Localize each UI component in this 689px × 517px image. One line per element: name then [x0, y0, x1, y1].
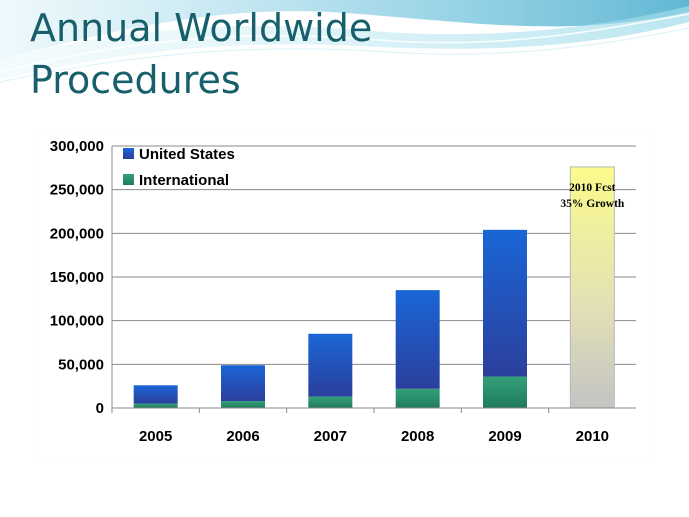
forecast-label-line-2: 35% Growth	[560, 198, 625, 210]
legend-swatch-international	[123, 174, 134, 185]
header-wave-top	[0, 0, 689, 60]
x-tick-label-2010: 2010	[576, 428, 609, 445]
slide-title-line-2: Procedures	[30, 58, 241, 102]
bar-international-2007	[308, 396, 353, 408]
bar-international-2009	[483, 376, 527, 408]
x-tick-label-2008: 2008	[401, 428, 434, 445]
y-tick-label-300000: 300,000	[50, 138, 104, 155]
bar-chart: 2010 Fcst 35% Growth 0 50,000 100,000 150,00…	[50, 138, 636, 445]
y-tick-label-0: 0	[96, 400, 104, 417]
bar-international-2005	[133, 403, 178, 408]
y-tick-label-200000: 200,000	[50, 225, 104, 242]
bar-united-states-2006	[221, 365, 265, 402]
x-tick-label-2005: 2005	[139, 428, 172, 445]
y-tick-label-50000: 50,000	[58, 356, 104, 373]
bars-layer: 2010 Fcst 35% Growth	[133, 166, 625, 409]
slide-title-line-1: Annual Worldwide	[30, 6, 373, 50]
bar-united-states-2005	[133, 385, 178, 404]
bar-united-states-2007	[308, 333, 353, 397]
x-tick-label-2007: 2007	[314, 428, 347, 445]
slide-title: Annual Worldwide Procedures	[30, 2, 372, 106]
legend-label-international: International	[139, 172, 229, 189]
y-tick-label-250000: 250,000	[50, 182, 104, 199]
bar-united-states-2009	[483, 229, 527, 377]
x-tick-label-2006: 2006	[226, 428, 259, 445]
header-wave-mid	[0, 6, 689, 80]
forecast-label-line-1: 2010 Fcst	[569, 182, 615, 194]
x-tick-label-2009: 2009	[488, 428, 521, 445]
bar-forecast-2010	[569, 166, 615, 409]
y-tick-label-150000: 150,000	[50, 269, 104, 286]
axis-layer: 0 50,000 100,000 150,000 200,000 250,000 300,0…	[50, 138, 636, 445]
grid-layer	[112, 145, 636, 365]
y-tick-label-100000: 100,000	[50, 313, 104, 330]
header-wave-line-2	[0, 27, 689, 83]
legend-swatch-united-states	[123, 148, 134, 159]
bar-united-states-2008	[395, 290, 440, 389]
legend: United States International	[123, 146, 235, 189]
chart-panel: 2010 Fcst 35% Growth 0 50,000 100,000 150,00…	[34, 130, 648, 462]
legend-label-united-states: United States	[139, 146, 235, 163]
header-wave-line	[0, 13, 689, 73]
bar-international-2008	[395, 388, 440, 408]
bar-international-2006	[221, 401, 265, 408]
